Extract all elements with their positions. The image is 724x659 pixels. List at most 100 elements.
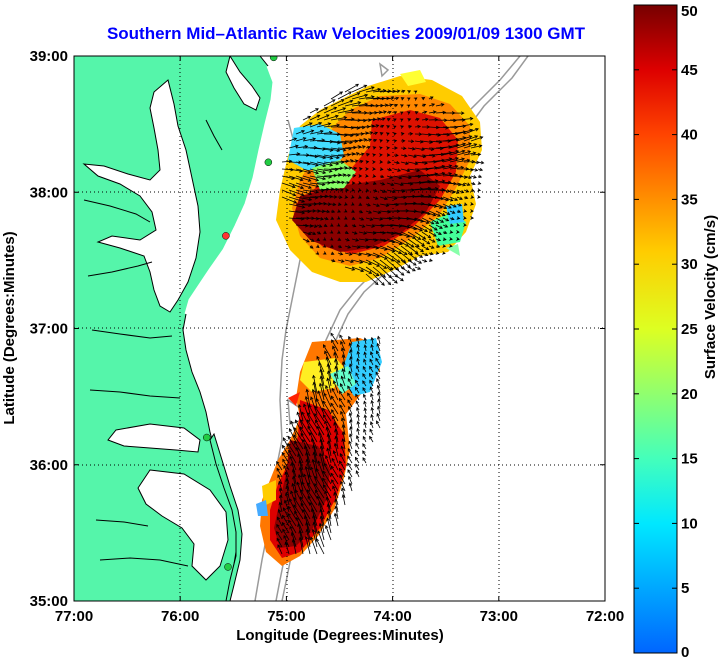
velocity-vector xyxy=(463,175,472,179)
velocity-vector xyxy=(414,161,428,164)
y-tick-label: 35:00 xyxy=(30,593,68,610)
velocity-vector-head xyxy=(465,167,470,171)
velocity-vector xyxy=(365,266,380,276)
velocity-vector xyxy=(324,490,332,506)
velocity-vector-head xyxy=(342,148,347,152)
velocity-vector-head xyxy=(477,188,482,192)
velocity-vector xyxy=(400,252,412,262)
velocity-vector-head xyxy=(330,465,334,470)
velocity-vector xyxy=(317,390,325,408)
velocity-vector-head xyxy=(358,202,363,206)
x-tick-label: 74:00 xyxy=(373,608,411,625)
velocity-vector xyxy=(372,217,383,220)
velocity-vector xyxy=(332,416,339,429)
velocity-vector xyxy=(407,252,418,260)
velocity-vector xyxy=(316,168,332,172)
velocity-vector xyxy=(386,238,403,245)
velocity-vector xyxy=(327,371,332,387)
velocity-vector-head xyxy=(282,444,286,449)
velocity-vector-head xyxy=(332,345,336,350)
velocity-vector xyxy=(302,154,318,158)
velocity-vector-head xyxy=(288,449,292,454)
velocity-vector-head xyxy=(356,336,360,341)
velocity-vector-head xyxy=(371,86,375,90)
velocity-vector xyxy=(323,161,339,165)
velocity-vector-head xyxy=(400,182,405,187)
velocity-vector xyxy=(428,180,445,184)
velocity-vector-head xyxy=(454,164,459,169)
velocity-vector-head xyxy=(362,145,366,149)
velocity-vector-head xyxy=(351,216,356,220)
velocity-vector xyxy=(364,338,367,345)
velocity-vector xyxy=(421,180,438,184)
velocity-vector xyxy=(421,238,430,245)
velocity-vector-head xyxy=(283,499,288,504)
velocity-vector xyxy=(289,456,297,471)
velocity-vector-head xyxy=(344,195,349,199)
velocity-vector xyxy=(339,474,346,485)
velocity-vector-head xyxy=(412,235,417,239)
velocity-vector-head xyxy=(463,202,468,206)
velocity-vector xyxy=(281,182,296,188)
velocity-vector-head xyxy=(413,154,418,158)
velocity-vector-head xyxy=(325,454,329,459)
velocity-vector xyxy=(372,245,388,251)
velocity-vector xyxy=(364,415,367,422)
y-tick-label: 36:00 xyxy=(30,457,68,474)
x-tick-label: 76:00 xyxy=(161,608,199,625)
velocity-vector xyxy=(331,339,339,352)
velocity-vector xyxy=(365,224,375,227)
velocity-vector-head xyxy=(282,458,286,463)
velocity-vector-head xyxy=(339,91,344,95)
velocity-vector xyxy=(393,231,410,238)
velocity-vector-head xyxy=(380,174,385,179)
velocity-vector-head xyxy=(335,114,339,119)
velocity-vector-head xyxy=(312,451,317,456)
velocity-vector xyxy=(470,175,477,178)
velocity-vector-head xyxy=(420,248,425,253)
velocity-vector xyxy=(302,175,319,181)
velocity-vector-head xyxy=(334,428,338,433)
velocity-vector xyxy=(292,483,297,499)
velocity-vector xyxy=(323,107,337,114)
velocity-vector xyxy=(365,245,379,249)
velocity-vector-head xyxy=(411,188,415,192)
velocity-vector xyxy=(421,154,436,157)
velocity-vector xyxy=(400,182,413,185)
velocity-vector xyxy=(330,107,346,114)
velocity-vector xyxy=(323,168,338,170)
velocity-vector-head xyxy=(359,209,364,214)
velocity-vector xyxy=(312,459,318,478)
velocity-vector-head xyxy=(277,508,282,513)
velocity-vector-head xyxy=(336,216,341,220)
velocity-vector xyxy=(414,266,421,270)
velocity-vector xyxy=(400,266,410,274)
velocity-vector-head xyxy=(372,167,376,171)
velocity-vector xyxy=(442,157,459,163)
velocity-vector-head xyxy=(334,195,338,199)
velocity-vector-head xyxy=(451,210,456,214)
velocity-vector-head xyxy=(377,87,382,92)
velocity-vector xyxy=(344,266,355,271)
velocity-vector xyxy=(288,153,300,156)
velocity-vector-head xyxy=(326,363,331,368)
velocity-vector xyxy=(330,472,339,485)
velocity-vector xyxy=(304,445,311,464)
velocity-vector-head xyxy=(355,449,359,454)
velocity-vector-head xyxy=(363,407,368,412)
velocity-vector-head xyxy=(471,181,476,186)
velocity-vector-head xyxy=(422,103,427,108)
velocity-vector xyxy=(342,494,346,506)
velocity-vector xyxy=(325,525,332,541)
velocity-vector-head xyxy=(377,405,381,410)
velocity-vector xyxy=(298,474,304,492)
velocity-vector-head xyxy=(425,117,429,122)
velocity-vector xyxy=(407,168,420,171)
velocity-vector xyxy=(400,259,411,268)
velocity-vector xyxy=(456,118,473,121)
velocity-vector-head xyxy=(317,231,322,235)
velocity-vector-head xyxy=(403,251,408,256)
velocity-vector-head xyxy=(346,181,351,185)
velocity-vector xyxy=(339,334,346,345)
velocity-vector-head xyxy=(443,230,448,235)
